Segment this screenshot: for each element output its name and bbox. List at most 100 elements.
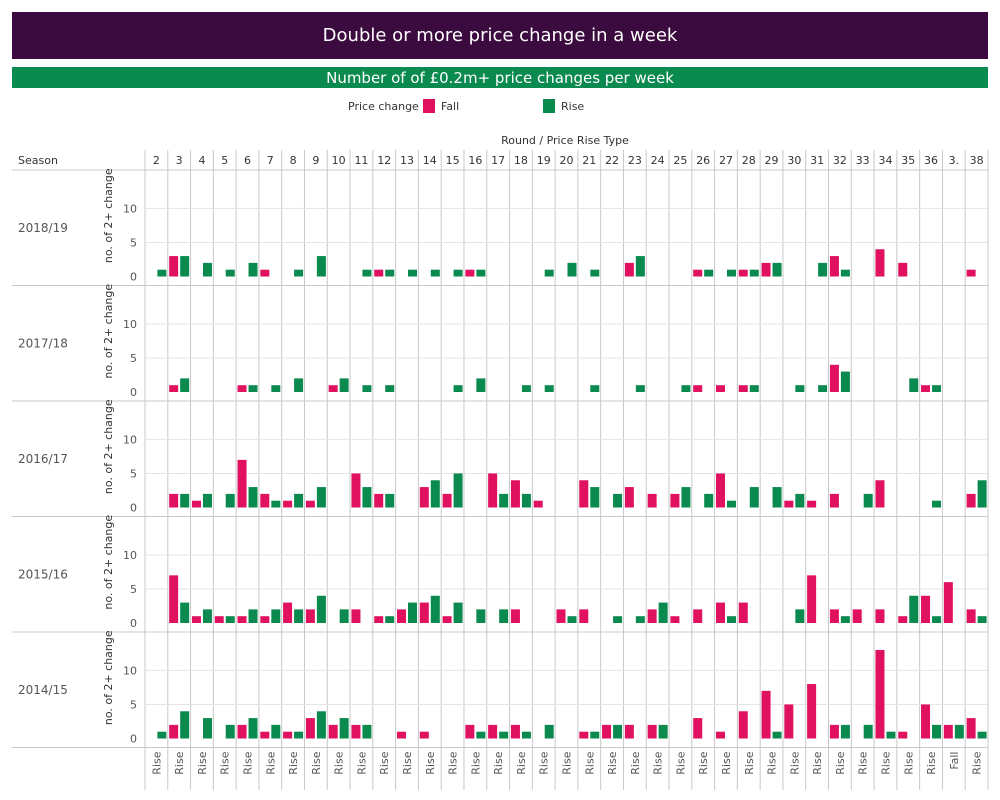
bar-rise-2015-16-round-3 [180,602,190,623]
bar-rise-2016-17-round-25 [681,487,691,508]
bar-fall-2015-16-round-12 [374,616,384,623]
bottom-type-label: Rise [401,751,414,774]
round-label: 5 [221,154,228,167]
bottom-type-label: Rise [310,751,323,774]
bottom-type-label: Rise [652,751,665,774]
bar-fall-2015-16-round-34 [875,609,885,623]
bar-fall-2016-17-round-8 [283,500,293,508]
bottom-type-label: Rise [561,751,574,774]
bottom-type-label: Rise [583,751,596,774]
bar-rise-2015-16-round-10 [339,609,349,623]
bar-rise-2015-16-round-36 [932,616,942,623]
bar-rise-2014-15-round-7 [271,724,281,739]
y-tick-label: 5 [130,352,137,365]
bar-rise-2016-17-round-28 [749,487,759,508]
bar-rise-2015-16-round-24 [658,602,668,623]
bar-fall-2015-16-round-9 [305,609,315,623]
bar-rise-2016-17-round-3 [180,493,190,508]
bar-rise-2014-15-round-33 [863,724,873,739]
bottom-type-label: Rise [606,751,619,774]
bar-fall-2018-19-round-35 [898,262,908,277]
bar-rise-2017-18-round-8 [294,378,304,392]
bar-rise-2018-19-round-27 [726,269,736,277]
bottom-type-label: Rise [173,751,186,774]
bar-fall-2015-16-round-38 [966,609,976,623]
bottom-type-label: Rise [697,751,710,774]
round-label: 3. [949,154,960,167]
bottom-type-label: Rise [196,751,209,774]
bar-rise-2018-19-round-29 [772,262,782,277]
bar-rise-2017-18-round-30 [795,385,805,392]
bar-fall-2014-15-round-10 [328,724,338,739]
bar-rise-2015-16-round-5 [225,616,235,623]
round-label: 11 [354,154,368,167]
legend-swatch-rise[interactable] [543,99,555,113]
bar-fall-2014-15-round-34 [875,650,885,739]
bar-fall-2016-17-round-11 [351,473,361,508]
y-axis-title: no. of 2+ change [102,399,115,494]
bar-rise-2017-18-round-16 [476,378,486,392]
bar-fall-2016-17-round-30 [784,500,794,508]
bar-fall-2014-15-round-30 [784,704,794,739]
bar-fall-2016-17-round-34 [875,480,885,508]
bar-rise-2017-18-round-15 [453,385,463,392]
round-label: 14 [423,154,437,167]
round-label: 26 [696,154,710,167]
bar-fall-2015-16-round-26 [693,609,703,623]
bar-fall-2014-15-round-27 [715,731,725,739]
bar-rise-2014-15-round-22 [613,724,623,739]
bar-fall-2017-18-round-28 [738,385,748,392]
bar-fall-2014-15-round-38 [966,718,976,739]
legend-swatch-fall[interactable] [423,99,435,113]
bottom-type-label: Rise [629,751,642,774]
round-label: 36 [924,154,938,167]
bar-rise-2014-15-round-32 [840,724,850,739]
y-tick-label: 5 [130,583,137,596]
bar-rise-2018-19-round-3 [180,256,190,277]
bar-rise-2014-15-round-3 [180,711,190,739]
round-label: 33 [856,154,870,167]
round-label: 35 [901,154,915,167]
bar-rise-2017-18-round-12 [385,385,395,392]
y-tick-label: 0 [130,733,137,746]
bar-rise-2017-18-round-6 [248,385,258,392]
bar-rise-2015-16-round-4 [202,609,212,623]
bottom-type-label: Rise [469,751,482,774]
bar-rise-2017-18-round-7 [271,385,281,392]
bar-rise-2016-17-round-29 [772,487,782,508]
bar-fall-2015-16-round-3 [169,575,179,623]
y-axis-title: no. of 2+ change [102,168,115,263]
bar-fall-2014-15-round-7 [260,731,270,739]
bar-rise-2015-16-round-22 [613,616,623,623]
bar-rise-2015-16-round-35 [909,595,919,623]
bar-rise-2014-15-round-29 [772,731,782,739]
bar-rise-2018-19-round-21 [590,269,600,277]
bar-rise-2014-15-round-17 [499,731,509,739]
y-tick-label: 0 [130,271,137,284]
bar-rise-2016-17-round-8 [294,493,304,508]
bar-fall-2016-17-round-32 [829,493,839,508]
bar-fall-2015-16-round-20 [556,609,566,623]
y-tick-label: 0 [130,617,137,630]
bar-rise-2018-19-round-4 [202,262,212,277]
y-tick-label: 10 [123,202,137,215]
bar-fall-2016-17-round-4 [191,500,201,508]
bar-rise-2017-18-round-11 [362,385,372,392]
bar-fall-2017-18-round-26 [693,385,703,392]
bar-fall-2018-19-round-26 [693,269,703,277]
bar-rise-2015-16-round-14 [430,595,440,623]
round-label: 25 [673,154,687,167]
bar-rise-2016-17-round-30 [795,493,805,508]
round-label: 32 [833,154,847,167]
bar-fall-2015-16-round-4 [191,616,201,623]
bottom-type-label: Rise [674,751,687,774]
bar-rise-2017-18-round-32 [840,371,850,392]
round-label: 2 [153,154,160,167]
bar-fall-2014-15-round-16 [465,724,475,739]
bottom-type-label: Rise [424,751,437,774]
bar-fall-2018-19-round-12 [374,269,384,277]
round-label: 15 [446,154,460,167]
bar-rise-2014-15-round-24 [658,724,668,739]
bottom-type-label: Rise [834,751,847,774]
